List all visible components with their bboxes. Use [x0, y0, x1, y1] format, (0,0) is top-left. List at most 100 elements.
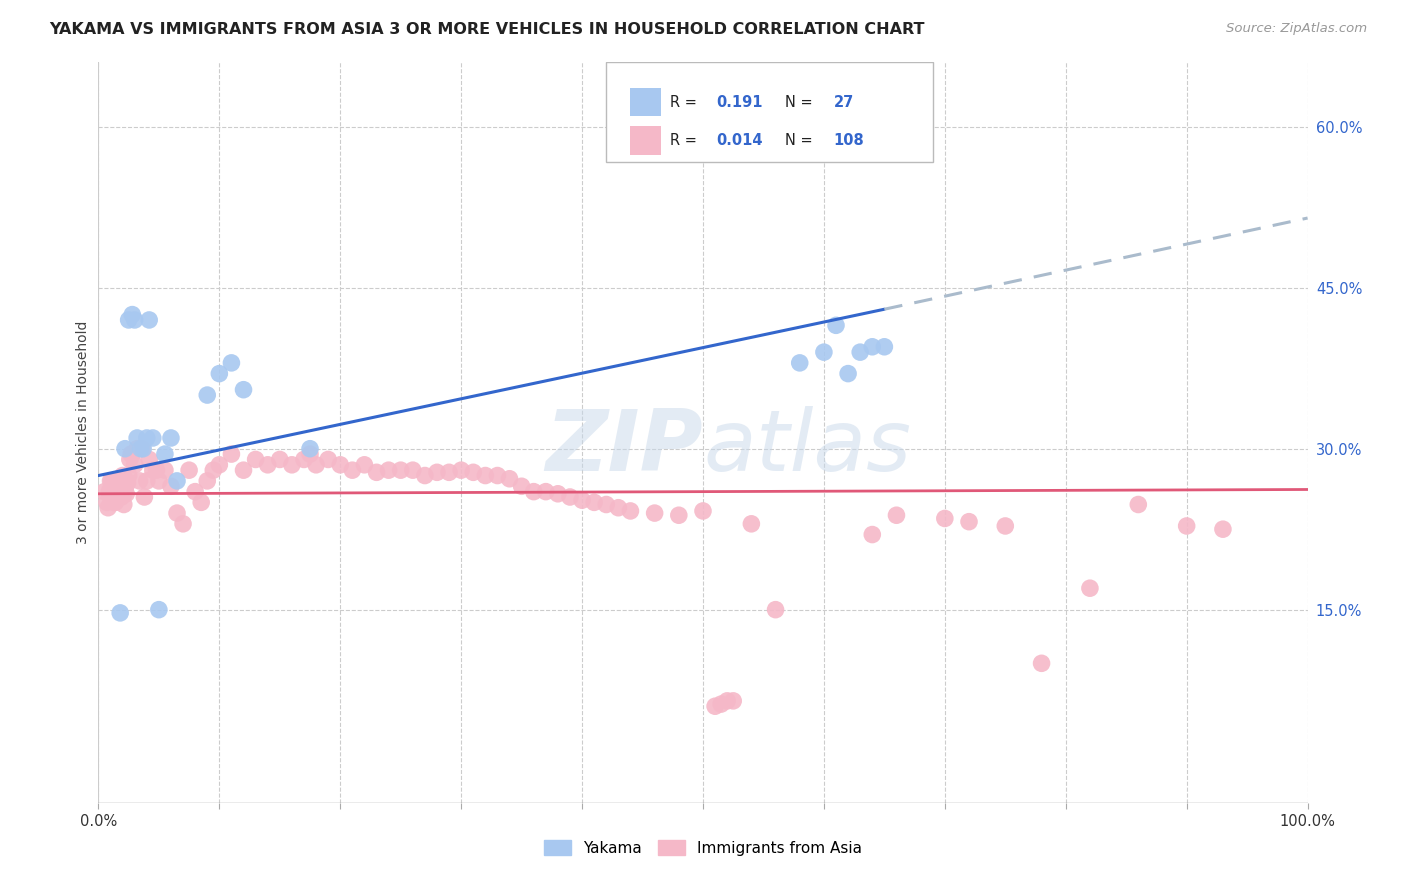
Point [208, 367, 231, 381]
Point [740, 516, 762, 531]
Point [166, 474, 188, 488]
Point [98, 484, 121, 499]
Point [299, 447, 322, 461]
Point [292, 452, 315, 467]
Point [595, 498, 617, 512]
FancyBboxPatch shape [606, 62, 932, 162]
Point [886, 508, 908, 523]
Point [232, 463, 254, 477]
Point [607, 500, 630, 515]
Point [486, 468, 509, 483]
Point [426, 466, 449, 480]
Point [103, 474, 125, 488]
Text: R =: R = [671, 133, 702, 148]
Point [100, 474, 122, 488]
Point [994, 519, 1017, 533]
Point [96, 495, 118, 509]
Point [142, 431, 165, 445]
Point [115, 487, 138, 501]
Point [583, 495, 606, 509]
Point [413, 468, 436, 483]
Point [510, 479, 533, 493]
Point [132, 442, 155, 456]
Point [281, 458, 304, 472]
Point [145, 463, 167, 477]
Point [135, 474, 157, 488]
Point [124, 313, 146, 327]
Point [316, 452, 339, 467]
Point [128, 474, 150, 488]
Point [402, 463, 425, 477]
Point [105, 474, 128, 488]
Point [112, 498, 135, 512]
Point [474, 468, 496, 483]
Point [934, 511, 956, 525]
Point [873, 340, 896, 354]
Point [124, 458, 146, 472]
Point [437, 466, 460, 480]
Point [765, 602, 787, 616]
Point [195, 388, 218, 402]
Point [118, 313, 141, 327]
Point [127, 431, 149, 445]
Point [108, 490, 131, 504]
Point [202, 463, 225, 477]
Point [668, 508, 690, 523]
Point [245, 452, 267, 467]
Point [1128, 498, 1150, 512]
Point [860, 527, 883, 541]
Point [138, 452, 160, 467]
Point [523, 484, 546, 499]
Point [463, 466, 485, 480]
Point [153, 447, 176, 461]
Point [692, 504, 714, 518]
Point [112, 487, 135, 501]
Point [221, 356, 243, 370]
Point [299, 442, 322, 456]
Point [120, 447, 142, 461]
Point [256, 458, 278, 472]
Point [644, 506, 666, 520]
Point [789, 356, 811, 370]
Point [134, 490, 156, 504]
Point [723, 694, 745, 708]
Text: 27: 27 [834, 95, 853, 110]
Bar [630, 127, 661, 154]
Point [148, 602, 170, 616]
Point [305, 458, 328, 472]
Point [100, 474, 122, 488]
Point [135, 431, 157, 445]
Point [148, 474, 170, 488]
Point [221, 447, 243, 461]
Point [166, 506, 188, 520]
Bar [630, 88, 661, 116]
Point [114, 472, 136, 486]
Y-axis label: 3 or more Vehicles in Household: 3 or more Vehicles in Household [76, 321, 90, 544]
Point [108, 474, 131, 488]
Text: Source: ZipAtlas.com: Source: ZipAtlas.com [1226, 22, 1367, 36]
Point [716, 694, 738, 708]
Point [353, 458, 375, 472]
Point [127, 442, 149, 456]
Point [114, 442, 136, 456]
Point [100, 490, 122, 504]
Text: atlas: atlas [703, 406, 911, 489]
Point [342, 463, 364, 477]
Text: YAKAMA VS IMMIGRANTS FROM ASIA 3 OR MORE VEHICLES IN HOUSEHOLD CORRELATION CHART: YAKAMA VS IMMIGRANTS FROM ASIA 3 OR MORE… [49, 22, 925, 37]
Point [849, 345, 872, 359]
Point [195, 474, 218, 488]
Point [329, 458, 352, 472]
Point [957, 515, 980, 529]
Point [837, 367, 859, 381]
Point [813, 345, 835, 359]
Point [108, 490, 131, 504]
Point [118, 468, 141, 483]
Point [232, 383, 254, 397]
Legend: Yakama, Immigrants from Asia: Yakama, Immigrants from Asia [537, 834, 869, 862]
Point [105, 490, 128, 504]
Point [121, 447, 143, 461]
Point [104, 495, 127, 509]
Point [1212, 522, 1234, 536]
Text: 108: 108 [834, 133, 865, 148]
Text: 0.014: 0.014 [716, 133, 763, 148]
